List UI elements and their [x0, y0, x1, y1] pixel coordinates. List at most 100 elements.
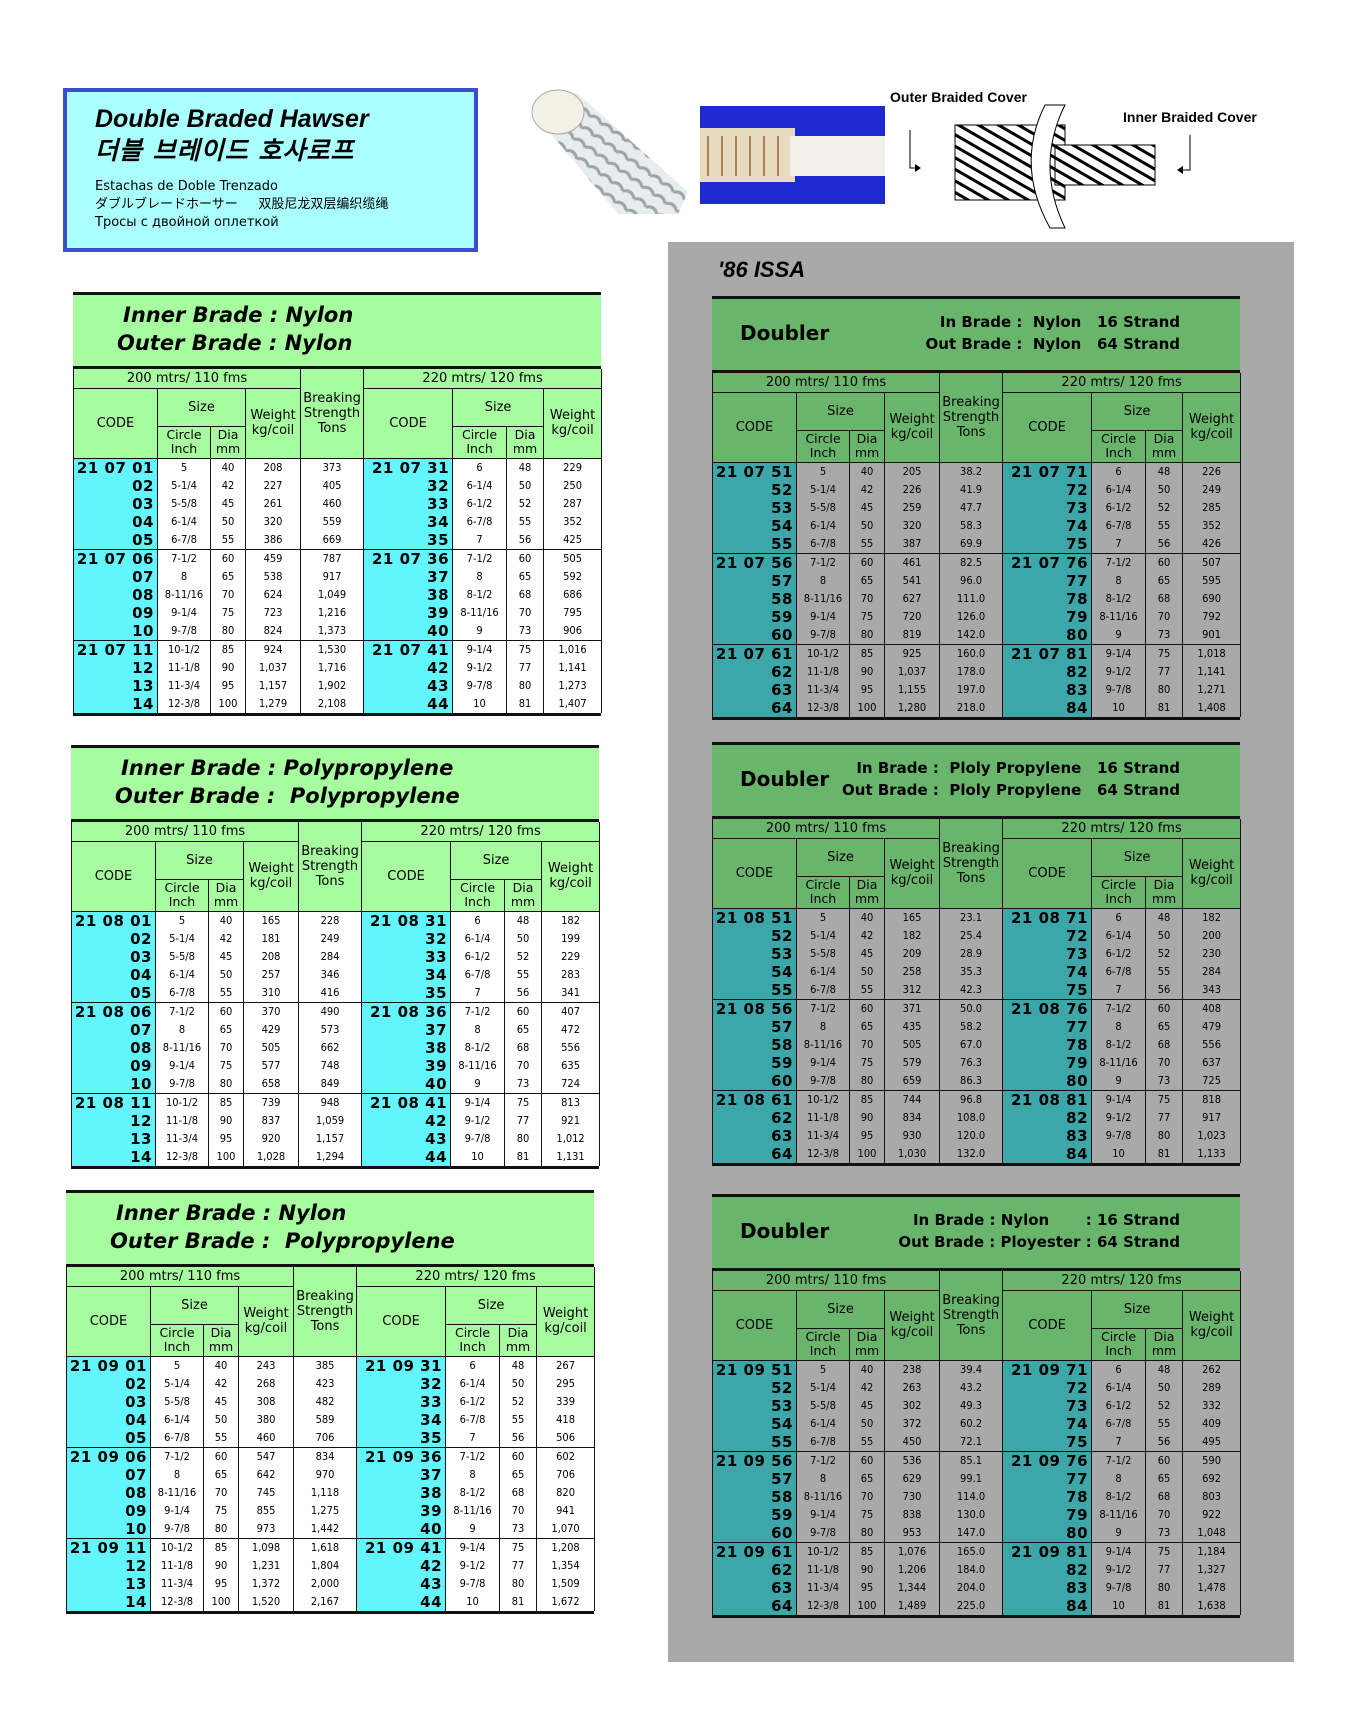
cell-dia-mm: 75: [203, 1501, 239, 1520]
cell-weight-kg-220: 921: [541, 1111, 601, 1130]
size-header: Size: [157, 388, 246, 427]
mm-label: mm: [215, 441, 241, 456]
table-row: 54 6-1/4 50 258 35.3 74 6-7/8 55 284: [712, 962, 1242, 981]
cell-circle-inch: 11-3/4: [796, 680, 850, 699]
cell-weight-kg: 1,030: [883, 1144, 941, 1163]
cell-circle-inch-220: 8-1/2: [450, 1038, 506, 1057]
cell-circle-inch: 9-7/8: [150, 1519, 204, 1538]
weight-label: Weight: [1188, 412, 1235, 427]
cell-circle-inch: 11-1/8: [150, 1556, 204, 1575]
code-header-2: CODE: [1002, 392, 1093, 463]
cell-breaking-tons: 1,118: [293, 1483, 358, 1502]
cell-code: 55: [712, 1432, 797, 1451]
kg-coil-label: kg/coil: [1190, 873, 1233, 888]
cell-dia-mm: 60: [210, 548, 246, 568]
cell-dia-mm-220: 77: [506, 658, 545, 677]
cell-circle-inch-220: 7-1/2: [450, 1001, 506, 1021]
cell-dia-mm: 70: [210, 585, 246, 604]
cell-dia-mm-220: 55: [1145, 516, 1184, 535]
cell-dia-mm-220: 81: [499, 1592, 538, 1611]
table-row: 04 6-1/4 50 257 346 34 6-7/8 55 283: [71, 965, 601, 984]
spec-grid: 200 mtrs/ 110 fms Breaking Strength Tons 2…: [711, 1271, 1242, 1615]
inch-label: Inch: [809, 891, 837, 906]
cell-dia-mm: 80: [849, 625, 885, 644]
cell-breaking-tons: 114.0: [939, 1487, 1004, 1506]
size-header: Size: [155, 841, 244, 880]
cell-weight-kg-220: 602: [536, 1446, 596, 1466]
table-row: 05 6-7/8 55 386 669 35 7 56 425: [73, 530, 603, 549]
issa-title: '86 ISSA: [718, 257, 806, 282]
cell-code: 09: [66, 1501, 151, 1520]
size-header-2: Size: [1091, 1290, 1184, 1329]
cell-dia-mm-220: 65: [504, 1020, 543, 1039]
cell-circle-inch: 9-1/4: [157, 603, 211, 622]
table-row: 02 5-1/4 42 227 405 32 6-1/4 50 250: [73, 476, 603, 495]
cell-weight-kg-220: 1,478: [1182, 1578, 1242, 1597]
cell-circle-inch: 5-5/8: [796, 944, 850, 963]
cell-dia-mm: 80: [849, 1523, 885, 1542]
cell-weight-kg: 380: [237, 1410, 295, 1429]
cell-weight-kg-220: 285: [1182, 498, 1242, 517]
cell-circle-inch: 11-3/4: [150, 1574, 204, 1593]
code-header-2: CODE: [361, 841, 452, 912]
table-row: 52 5-1/4 42 226 41.9 72 6-1/4 50 249: [712, 480, 1242, 499]
cell-weight-kg: 924: [244, 639, 302, 659]
cell-weight-kg: 925: [883, 643, 941, 663]
cell-dia-mm-220: 80: [499, 1574, 538, 1593]
cell-weight-kg-220: 941: [536, 1501, 596, 1520]
table-row: 64 12-3/8 100 1,280 218.0 84 10 81 1,408: [712, 698, 1242, 717]
cell-circle-inch-220: 9-1/4: [1091, 643, 1147, 663]
cell-code: 21 09 56: [712, 1450, 797, 1470]
cell-breaking-tons: 490: [298, 1001, 363, 1021]
cell-weight-kg-220: 637: [1182, 1053, 1242, 1072]
cell-code-220: 40: [363, 621, 454, 640]
cell-dia-mm-220: 68: [504, 1038, 543, 1057]
cell-dia-mm: 55: [210, 530, 246, 549]
cell-breaking-tons: 1,059: [298, 1111, 363, 1130]
size-header-2: Size: [452, 388, 545, 427]
cell-circle-inch: 10-1/2: [155, 1092, 209, 1112]
cell-weight-kg: 505: [883, 1035, 941, 1054]
cell-code: 10: [66, 1519, 151, 1538]
dia-label: Dia: [512, 880, 534, 895]
cell-dia-mm: 50: [210, 512, 246, 531]
cell-code: 05: [66, 1428, 151, 1447]
cell-weight-kg: 435: [883, 1017, 941, 1036]
weight-header-2: Weight kg/coil: [1182, 392, 1242, 463]
cell-weight-kg-220: 556: [1182, 1035, 1242, 1054]
table-row: 59 9-1/4 75 579 76.3 79 8-11/16 70 637: [712, 1053, 1242, 1072]
cell-weight-kg: 1,076: [883, 1541, 941, 1561]
cell-weight-kg: 1,098: [237, 1537, 295, 1557]
cell-circle-inch: 9-7/8: [155, 1074, 209, 1093]
cell-dia-mm-220: 81: [1145, 1144, 1184, 1163]
cell-dia-mm-220: 65: [1145, 1469, 1184, 1488]
inner-brade-label: Inner Brade : Polypropylene: [121, 756, 454, 780]
tons-label: Tons: [310, 1318, 340, 1334]
cell-code: 63: [712, 1578, 797, 1597]
cell-circle-inch-220: 6-7/8: [1091, 516, 1147, 535]
cell-circle-inch: 11-3/4: [155, 1129, 209, 1148]
cell-dia-mm: 45: [203, 1392, 239, 1411]
cell-code-220: 77: [1002, 1469, 1093, 1488]
size-header: Size: [150, 1286, 239, 1325]
cell-code-220: 37: [361, 1020, 452, 1039]
table-row: 52 5-1/4 42 263 43.2 72 6-1/4 50 289: [712, 1378, 1242, 1397]
cell-weight-kg: 387: [883, 534, 941, 553]
cell-weight-kg-220: 1,023: [1182, 1126, 1242, 1145]
table-row: 08 8-11/16 70 745 1,118 38 8-1/2 68 820: [66, 1483, 596, 1502]
cell-weight-kg-220: 341: [541, 983, 601, 1002]
cell-breaking-tons: 23.1: [939, 908, 1004, 927]
weight-header: Weight kg/coil: [244, 388, 302, 459]
cell-dia-mm: 85: [849, 1541, 885, 1561]
circle-label: Circle: [1100, 431, 1137, 446]
cell-circle-inch-220: 7: [445, 1428, 501, 1447]
dia-mm-header: Dia mm: [203, 1324, 239, 1357]
cell-dia-mm: 50: [849, 1414, 885, 1433]
cell-breaking-tons: 1,804: [293, 1556, 358, 1575]
cell-code-220: 79: [1002, 1505, 1093, 1524]
cell-weight-kg: 227: [244, 476, 302, 495]
cell-dia-mm: 40: [849, 1360, 885, 1379]
circle-label: Circle: [454, 1325, 491, 1340]
cell-weight-kg-220: 1,408: [1182, 698, 1242, 717]
cell-code: 21 07 01: [73, 458, 158, 477]
